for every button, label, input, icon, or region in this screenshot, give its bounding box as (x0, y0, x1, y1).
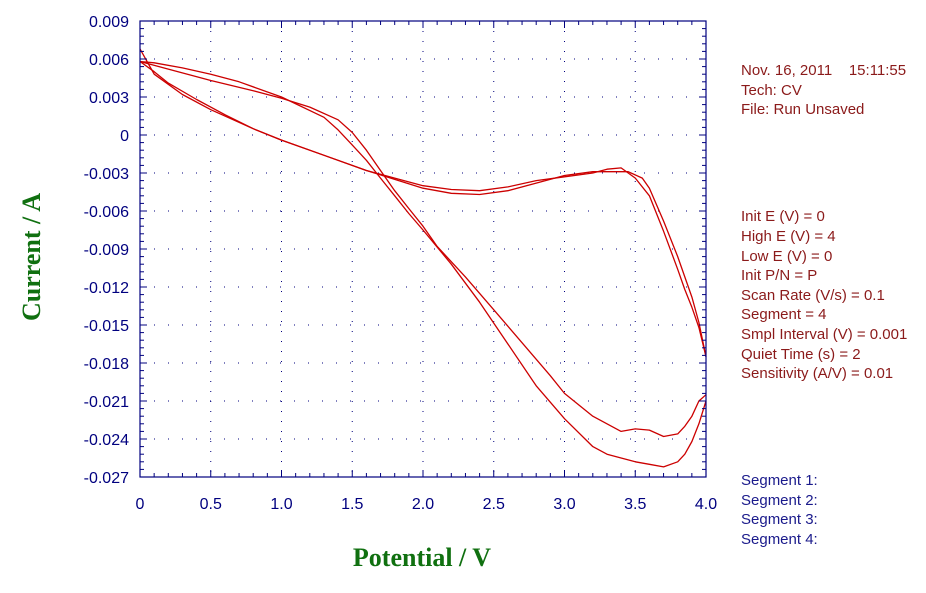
run-parameter-line: Smpl Interval (V) = 0.001 (741, 325, 908, 343)
grid (140, 21, 706, 477)
run-parameter-line: Scan Rate (V/s) = 0.1 (741, 286, 885, 304)
run-info-panel: Nov. 16, 2011 15:11:55 Tech: CV File: Run … (741, 22, 907, 569)
y-axis-title: Current / A (17, 193, 46, 321)
y-tick-labels: 0.009 0.006 0.003 0 -0.003 -0.006 -0.009 -0.012… (84, 14, 129, 487)
x-tick-label: 3.0 (553, 496, 575, 513)
y-tick-label: -0.027 (84, 470, 129, 487)
run-parameter-line: Init E (V) = 0 (741, 208, 825, 226)
x-axis-title: Potential / V (353, 543, 491, 572)
segment-line: Segment 1: (741, 472, 818, 490)
segment-line: Segment 2: (741, 491, 818, 509)
run-parameter-line: Low E (V) = 0 (741, 247, 833, 265)
x-tick-label: 4.0 (695, 496, 717, 513)
x-tick-label: 0.5 (200, 496, 222, 513)
y-tick-label: -0.015 (84, 318, 129, 335)
segment-line: Segment 3: (741, 511, 818, 529)
y-tick-label: 0.009 (89, 14, 129, 31)
run-parameter-line: High E (V) = 4 (741, 227, 836, 245)
y-tick-label: -0.018 (84, 356, 129, 373)
x-tick-label: 3.5 (624, 496, 646, 513)
y-tick-label: 0 (120, 128, 129, 145)
run-parameter-line: Sensitivity (A/V) = 0.01 (741, 365, 894, 383)
x-tick-labels: 0 0.5 1.0 1.5 2.0 2.5 3.0 3.5 4.0 (136, 496, 718, 513)
run-header-line: File: Run Unsaved (741, 101, 865, 119)
cv-trace-2 (139, 60, 707, 468)
x-tick-label: 2.0 (412, 496, 434, 513)
y-tick-label: -0.012 (84, 280, 129, 297)
ticks (139, 20, 707, 478)
y-tick-label: 0.006 (89, 52, 129, 69)
run-parameter-line: Segment = 4 (741, 306, 827, 324)
run-parameter-line: Quiet Time (s) = 2 (741, 345, 861, 363)
run-header: Nov. 16, 2011 15:11:55 Tech: CV File: Run … (741, 61, 907, 120)
y-tick-label: -0.009 (84, 242, 129, 259)
run-parameter-line: Init P/N = P (741, 267, 818, 285)
run-parameters: Init E (V) = 0 High E (V) = 4 Low E (V) = … (741, 207, 907, 383)
y-tick-label: 0.003 (89, 90, 129, 107)
run-header-line: Tech: CV (741, 81, 802, 99)
cv-trace-4 (139, 60, 707, 357)
run-header-line: Nov. 16, 2011 15:11:55 (741, 62, 907, 80)
x-tick-label: 1.0 (270, 496, 292, 513)
y-tick-label: -0.021 (84, 394, 129, 411)
series-layer (139, 48, 707, 468)
x-tick-label: 2.5 (483, 496, 505, 513)
x-tick-label: 1.5 (341, 496, 363, 513)
cv-trace-1 (139, 60, 707, 438)
segment-line: Segment 4: (741, 530, 818, 548)
y-tick-label: -0.006 (84, 204, 129, 221)
x-tick-label: 0 (136, 496, 145, 513)
y-tick-label: -0.024 (84, 432, 129, 449)
segment-list: Segment 1: Segment 2: Segment 3: Segment 4: (741, 471, 907, 549)
y-tick-label: -0.003 (84, 166, 129, 183)
cv-trace-3 (139, 48, 707, 357)
